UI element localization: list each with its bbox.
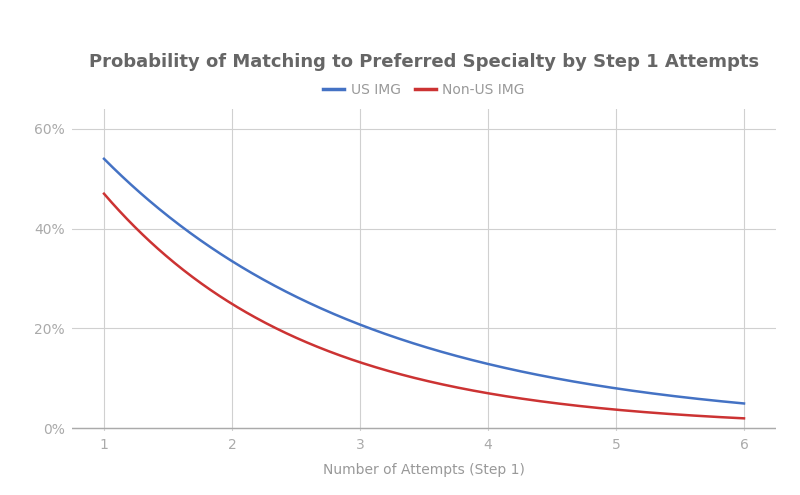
US IMG: [407, 340, 417, 346]
US IMG: [624, 387, 634, 393]
US IMG: [446, 351, 455, 357]
Non-US IMG: [99, 191, 109, 197]
Line: Non-US IMG: Non-US IMG: [104, 194, 744, 418]
Legend: US IMG, Non-US IMG: US IMG, Non-US IMG: [318, 77, 530, 102]
Line: US IMG: US IMG: [104, 159, 744, 403]
US IMG: [99, 156, 109, 162]
US IMG: [724, 399, 734, 405]
Non-US IMG: [403, 373, 413, 379]
Title: Probability of Matching to Preferred Specialty by Step 1 Attempts: Probability of Matching to Preferred Spe…: [89, 53, 759, 71]
US IMG: [739, 400, 749, 406]
Non-US IMG: [480, 390, 490, 396]
Non-US IMG: [624, 408, 634, 414]
Non-US IMG: [446, 383, 455, 389]
Non-US IMG: [724, 415, 734, 421]
US IMG: [403, 339, 413, 345]
US IMG: [480, 360, 490, 366]
Non-US IMG: [739, 415, 749, 421]
X-axis label: Number of Attempts (Step 1): Number of Attempts (Step 1): [323, 463, 525, 477]
Non-US IMG: [407, 374, 417, 380]
